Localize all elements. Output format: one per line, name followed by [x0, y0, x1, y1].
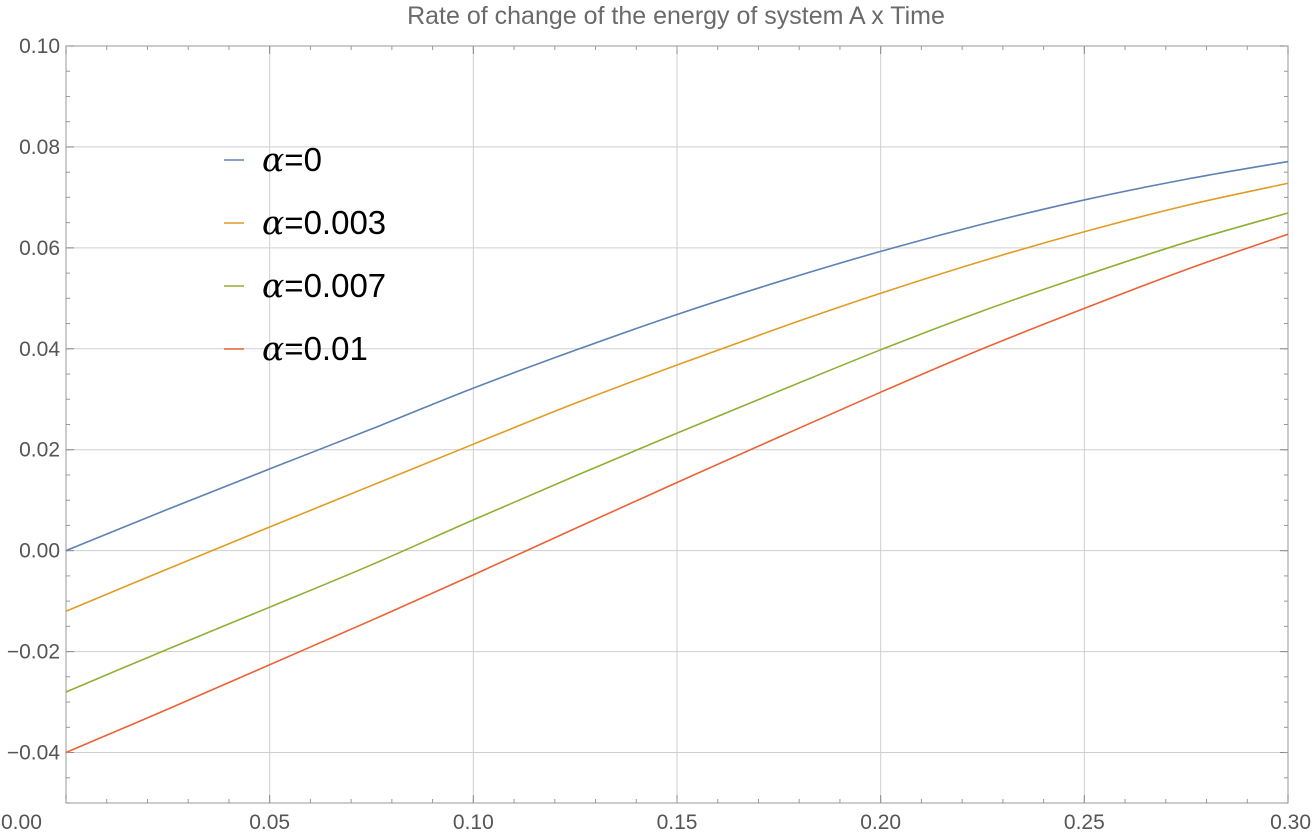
chart-title: Rate of change of the energy of system A… [407, 2, 945, 30]
grid-layer [65, 45, 1289, 803]
x-tick-label: 0.30 [1270, 811, 1311, 834]
y-tick-label: −0.02 [7, 641, 60, 664]
x-tick-label: 0.20 [860, 811, 901, 834]
legend-label-0: α=0 [262, 140, 322, 179]
y-tick-label: 0.04 [19, 338, 60, 361]
tick-layer: 0.00 0.05 0.10 0.15 0.20 0.25 0.30 −0.04 −0.02 0.… [1, 35, 1311, 834]
y-tick-label: −0.04 [7, 742, 60, 765]
y-tick-label: 0.02 [19, 439, 60, 462]
series-layer [65, 160, 1289, 754]
x-tick-label: 0.00 [1, 811, 42, 834]
legend-label-3: α=0.01 [262, 329, 368, 368]
x-tick-label: 0.15 [657, 811, 698, 834]
x-tick-label: 0.25 [1064, 811, 1105, 834]
legend-label-1: α=0.003 [262, 203, 386, 242]
legend-label-2: α=0.007 [262, 266, 386, 305]
series-line-2 [65, 212, 1289, 693]
y-tick-label: 0.10 [19, 35, 60, 58]
x-tick-label: 0.10 [453, 811, 494, 834]
y-tick-label: 0.08 [19, 136, 60, 159]
legend: α=0 α=0.003 α=0.007 α=0.01 [224, 140, 386, 368]
y-tick-label: 0.00 [19, 540, 60, 563]
series-line-3 [65, 233, 1289, 754]
y-tick-label: 0.06 [19, 237, 60, 260]
series-line-1 [65, 182, 1289, 612]
x-tick-label: 0.05 [249, 811, 290, 834]
series-line-0 [65, 160, 1289, 552]
